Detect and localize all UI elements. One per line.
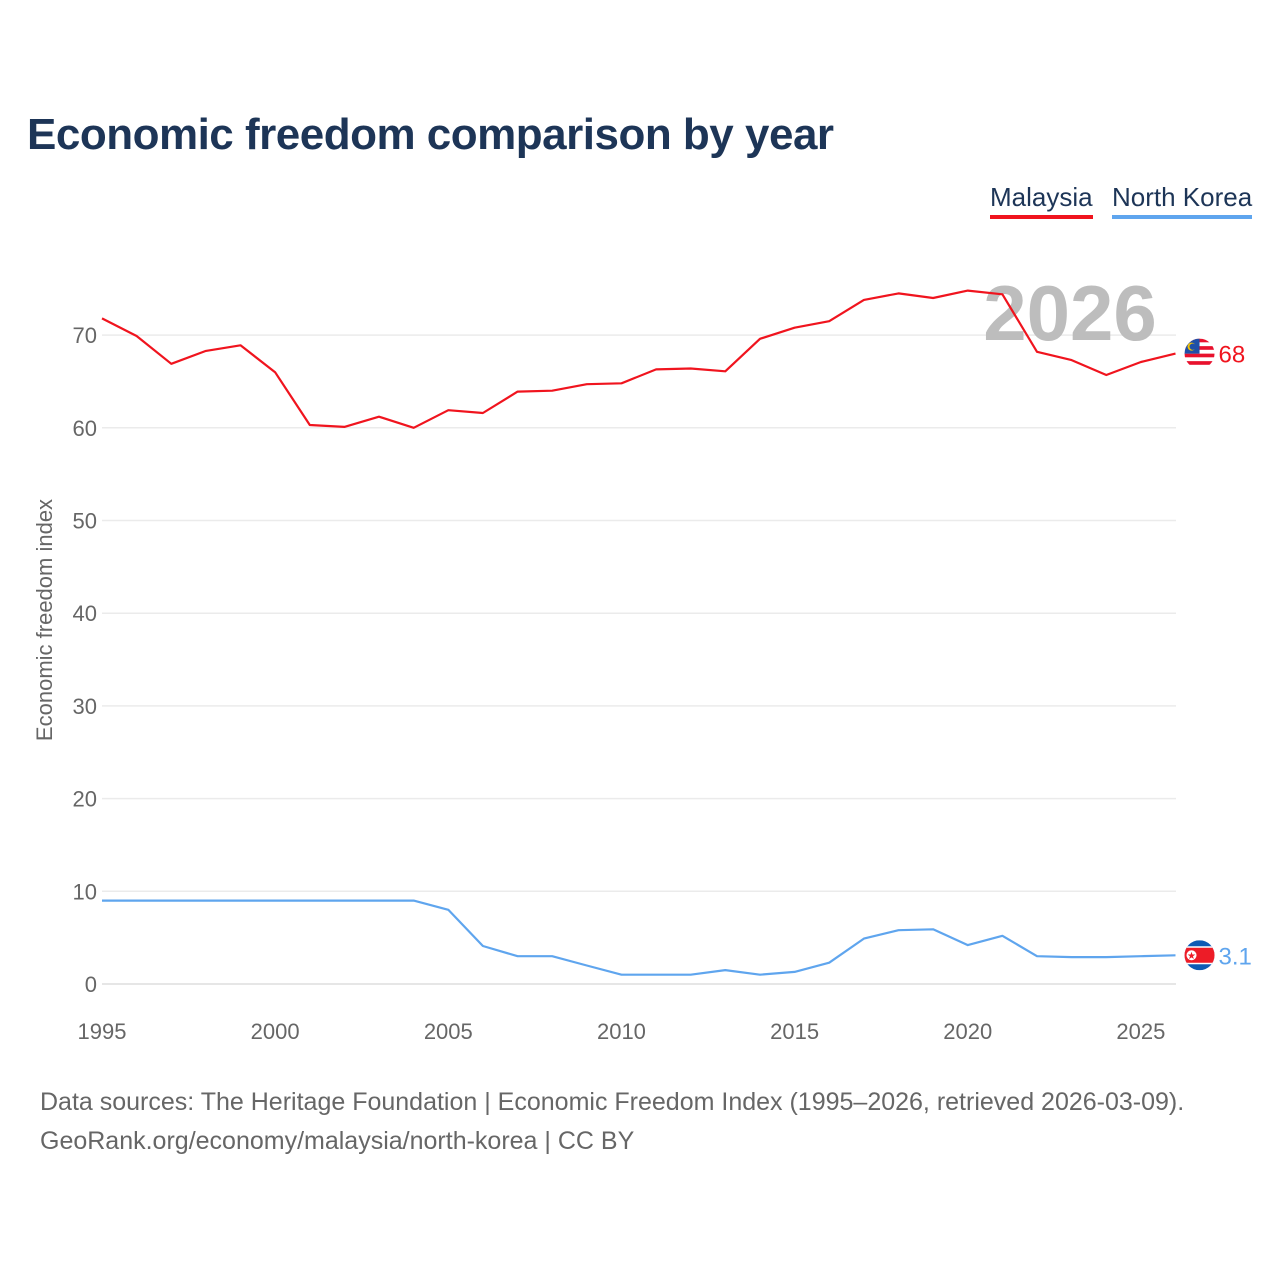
data-point [757, 336, 763, 342]
data-point [341, 424, 347, 430]
data-point [792, 969, 798, 975]
data-point [1103, 372, 1109, 378]
data-point [549, 953, 555, 959]
series-line-malaysia [101, 289, 1176, 429]
data-point [272, 369, 278, 375]
x-tick-label: 1995 [78, 1019, 127, 1044]
chart-title: Economic freedom comparison by year [27, 110, 834, 159]
data-point [999, 933, 1005, 939]
data-point [895, 927, 901, 933]
data-point [653, 972, 659, 978]
x-tick-label: 2015 [770, 1019, 819, 1044]
data-point [722, 967, 728, 973]
data-point [895, 290, 901, 296]
data-point [1173, 952, 1179, 958]
data-point [307, 898, 313, 904]
y-tick-label: 30 [73, 694, 97, 719]
year-watermark: 2026 [983, 269, 1157, 357]
data-point [1034, 349, 1040, 355]
data-point [99, 315, 105, 321]
data-point [826, 960, 832, 966]
data-point [445, 407, 451, 413]
data-point [722, 368, 728, 374]
data-point [1069, 357, 1075, 363]
data-point [1069, 954, 1075, 960]
data-point [272, 898, 278, 904]
data-point [307, 422, 313, 428]
data-point [792, 325, 798, 331]
north-korea-flag-icon: ★ [1184, 940, 1215, 971]
data-point [168, 361, 174, 367]
data-point [480, 410, 486, 416]
data-point [584, 381, 590, 387]
x-tick-label: 2005 [424, 1019, 473, 1044]
data-point [861, 936, 867, 942]
legend-malaysia[interactable]: Malaysia [990, 182, 1093, 219]
data-point [930, 295, 936, 301]
data-point [411, 425, 417, 431]
footer-sources: Data sources: The Heritage Foundation | … [40, 1088, 1185, 1116]
y-tick-label: 50 [73, 509, 97, 534]
data-point [411, 898, 417, 904]
y-tick-label: 10 [73, 879, 97, 904]
data-point [618, 380, 624, 386]
x-tick-label: 2000 [251, 1019, 300, 1044]
x-tick-label: 2010 [597, 1019, 646, 1044]
data-point [1034, 953, 1040, 959]
data-point [515, 389, 521, 395]
data-point [1103, 954, 1109, 960]
data-point [688, 972, 694, 978]
data-point [584, 962, 590, 968]
data-point [1138, 359, 1144, 365]
y-tick-label: 0 [85, 972, 97, 997]
svg-text:★: ★ [1187, 951, 1196, 962]
data-point [930, 926, 936, 932]
data-point [480, 943, 486, 949]
data-point [376, 414, 382, 420]
data-point [445, 907, 451, 913]
data-point [999, 291, 1005, 297]
y-tick-label: 60 [73, 416, 97, 441]
y-axis-label: Economic freedom index [32, 499, 57, 741]
data-point [168, 898, 174, 904]
malaysia-flag-icon [1184, 338, 1215, 369]
end-value-label: 3.1 [1219, 943, 1252, 970]
y-tick-label: 40 [73, 601, 97, 626]
legend-north-korea[interactable]: North Korea [1112, 182, 1253, 219]
data-point [238, 342, 244, 348]
data-point [203, 348, 209, 354]
x-tick-label: 2020 [943, 1019, 992, 1044]
data-point [99, 898, 105, 904]
data-point [549, 388, 555, 394]
data-point [1138, 953, 1144, 959]
data-point [238, 898, 244, 904]
y-tick-label: 20 [73, 787, 97, 812]
data-point [757, 972, 763, 978]
data-point [965, 942, 971, 948]
data-point [203, 898, 209, 904]
data-point [965, 288, 971, 294]
x-tick-label: 2025 [1116, 1019, 1165, 1044]
data-point [341, 898, 347, 904]
footer-credit[interactable]: GeoRank.org/economy/malaysia/north-korea… [40, 1127, 635, 1155]
end-value-label: 68 [1219, 342, 1246, 369]
data-point [515, 953, 521, 959]
data-point [688, 365, 694, 371]
data-point [134, 898, 140, 904]
data-point [653, 366, 659, 372]
data-point [376, 898, 382, 904]
data-point [134, 333, 140, 339]
data-point [861, 297, 867, 303]
data-point [1173, 351, 1179, 357]
series-line-north-korea [102, 899, 1176, 976]
data-point [618, 972, 624, 978]
data-point [826, 318, 832, 324]
y-tick-label: 70 [73, 323, 97, 348]
